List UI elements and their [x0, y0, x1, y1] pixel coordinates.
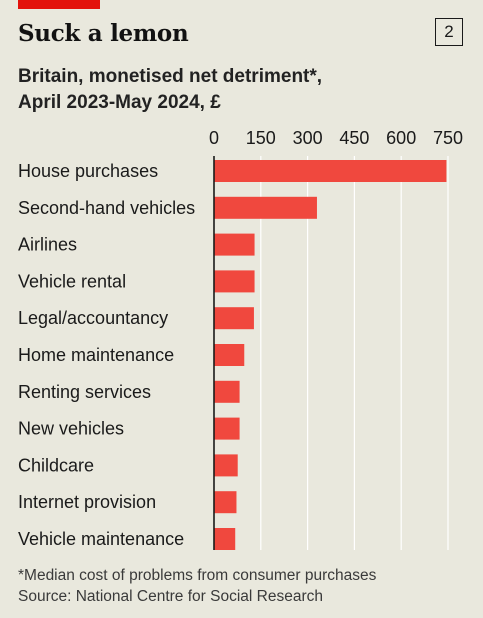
x-tick-label: 450 — [339, 128, 369, 148]
category-label: Home maintenance — [18, 345, 174, 365]
bar — [214, 491, 237, 514]
x-tick-label: 0 — [209, 128, 219, 148]
category-label: Childcare — [18, 455, 94, 475]
subtitle-line-1: Britain, monetised net detriment*, — [18, 66, 323, 87]
bar — [214, 344, 245, 366]
bar — [214, 380, 240, 403]
bar — [214, 270, 255, 293]
bar — [214, 160, 447, 182]
footnote: *Median cost of problems from consumer p… — [18, 565, 376, 607]
bar — [214, 528, 236, 550]
category-label: Second-hand vehicles — [18, 198, 195, 218]
footnote-note: *Median cost of problems from consumer p… — [18, 567, 377, 584]
chart-title: Suck a lemon — [18, 20, 189, 47]
x-tick-label: 750 — [433, 128, 463, 148]
x-tick-label: 300 — [293, 128, 323, 148]
bar — [214, 454, 238, 477]
chart-number-badge: 2 — [435, 18, 463, 46]
category-label: Legal/accountancy — [18, 308, 168, 328]
chart-subtitle: Britain, monetised net detriment*, April… — [18, 64, 322, 116]
bar — [214, 233, 255, 256]
subtitle-line-2: April 2023-May 2024, £ — [18, 92, 221, 113]
bar — [214, 196, 317, 219]
category-label: Vehicle maintenance — [18, 529, 184, 549]
x-tick-label: 600 — [386, 128, 416, 148]
bar — [214, 417, 240, 440]
category-label: House purchases — [18, 161, 158, 181]
x-tick-label: 150 — [246, 128, 276, 148]
category-label: Vehicle rental — [18, 271, 126, 291]
category-label: Renting services — [18, 382, 151, 402]
category-label: Internet provision — [18, 492, 156, 512]
brand-accent-bar — [18, 0, 100, 9]
bar — [214, 307, 254, 330]
category-label: New vehicles — [18, 419, 124, 439]
footnote-source: Source: National Centre for Social Resea… — [18, 588, 323, 605]
category-label: Airlines — [18, 235, 77, 255]
